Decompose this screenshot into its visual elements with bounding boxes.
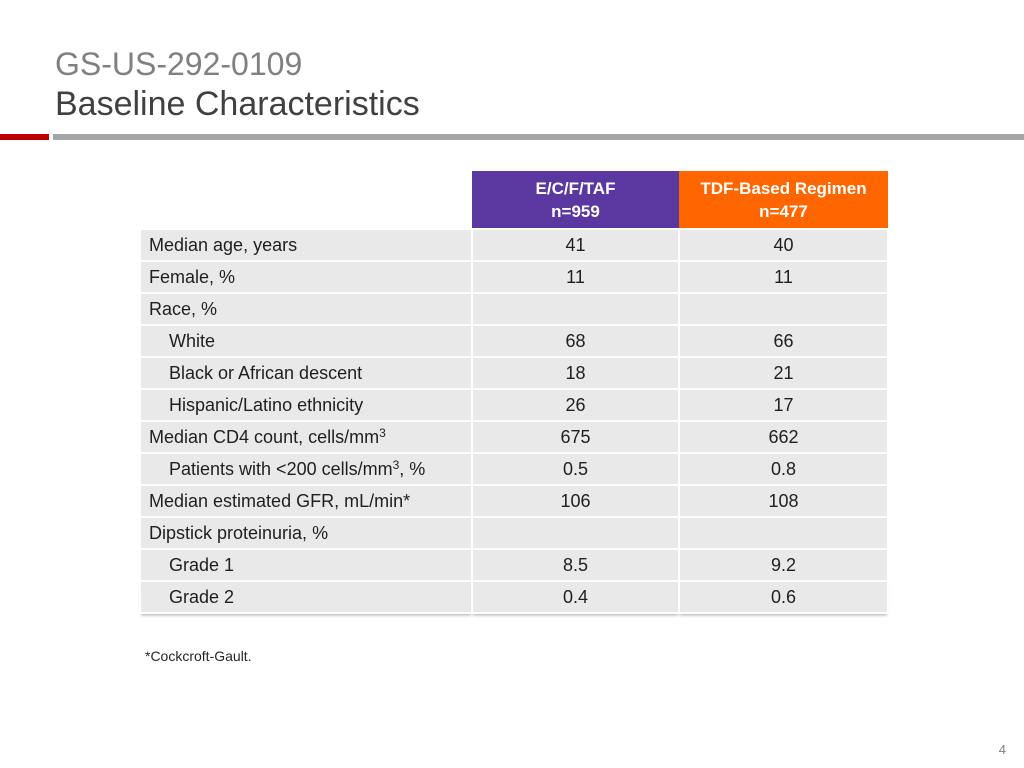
table-row: Median CD4 count, cells/mm3 675 662 — [139, 420, 889, 454]
tdf-value: 21 — [678, 356, 889, 390]
baseline-table: E/C/F/TAF n=959 TDF-Based Regimen n=477 … — [139, 171, 889, 614]
row-label: Median CD4 count, cells/mm3 — [139, 420, 473, 454]
header-blank-cell — [140, 171, 472, 229]
ecftaf-value: 68 — [471, 324, 680, 358]
title-rule-red — [0, 134, 49, 140]
table-row: Grade 1 8.5 9.2 — [139, 548, 889, 582]
tdf-value: 9.2 — [678, 548, 889, 582]
ecftaf-value — [471, 516, 680, 550]
header-tdf-regimen: TDF-Based Regimen n=477 — [679, 171, 888, 229]
table-row: Dipstick proteinuria, % — [139, 516, 889, 550]
row-label-text: Black or African descent — [169, 362, 363, 383]
ecftaf-value: 0.5 — [471, 452, 680, 486]
table-row: Grade 2 0.4 0.6 — [139, 580, 889, 614]
page-title: Baseline Characteristics — [55, 85, 420, 123]
tdf-value: 40 — [678, 228, 889, 262]
table-row: Black or African descent 18 21 — [139, 356, 889, 390]
tdf-value: 17 — [678, 388, 889, 422]
tdf-value: 66 — [678, 324, 889, 358]
row-label-suffix: , % — [399, 458, 426, 479]
ecftaf-value: 675 — [471, 420, 680, 454]
row-label-text: Median age, years — [149, 234, 298, 255]
tdf-value — [678, 516, 889, 550]
row-label-text: White — [169, 330, 216, 351]
table-row: Race, % — [139, 292, 889, 326]
page-number: 4 — [998, 742, 1006, 757]
study-id-title: GS-US-292-0109 — [55, 46, 303, 82]
tdf-value: 0.8 — [678, 452, 889, 486]
header-ecftaf-n: n=959 — [551, 201, 600, 221]
tdf-value: 0.6 — [678, 580, 889, 614]
row-label: Female, % — [139, 260, 473, 294]
ecftaf-value: 41 — [471, 228, 680, 262]
footnote: *Cockcroft-Gault. — [145, 648, 252, 664]
ecftaf-value: 26 — [471, 388, 680, 422]
row-label-superscript: 3 — [392, 457, 400, 472]
row-label: White — [139, 324, 473, 358]
row-label: Dipstick proteinuria, % — [139, 516, 473, 550]
table-row: Median age, years 41 40 — [139, 228, 889, 262]
table-body: Median age, years 41 40 Female, % 11 11 Race, … — [139, 228, 889, 614]
row-label-superscript: 3 — [379, 425, 386, 440]
ecftaf-value: 106 — [471, 484, 680, 518]
table-row: Patients with <200 cells/mm3, % 0.5 0.8 — [139, 452, 889, 486]
row-label: Grade 1 — [139, 548, 473, 582]
tdf-value: 11 — [678, 260, 889, 294]
row-label-text: Median estimated GFR, mL/min* — [149, 490, 411, 511]
header-tdf-n: n=477 — [759, 201, 808, 221]
row-label: Patients with <200 cells/mm3, % — [139, 452, 473, 486]
row-label: Black or African descent — [139, 356, 473, 390]
row-label-text: Race, % — [149, 298, 218, 319]
tdf-value: 662 — [678, 420, 889, 454]
row-label: Median age, years — [139, 228, 473, 262]
row-label: Median estimated GFR, mL/min* — [139, 484, 473, 518]
row-label-text: Grade 1 — [169, 554, 235, 575]
table-row: Median estimated GFR, mL/min* 106 108 — [139, 484, 889, 518]
ecftaf-value: 0.4 — [471, 580, 680, 614]
row-label-text: Grade 2 — [169, 586, 235, 607]
row-label: Hispanic/Latino ethnicity — [139, 388, 473, 422]
table-header-row: E/C/F/TAF n=959 TDF-Based Regimen n=477 — [140, 171, 888, 229]
row-label-text: Patients with <200 cells/mm — [169, 458, 393, 479]
header-ecftaf-name: E/C/F/TAF — [535, 178, 616, 198]
row-label-text: Female, % — [149, 266, 236, 287]
row-label-text: Dipstick proteinuria, % — [149, 522, 329, 543]
row-label-text: Median CD4 count, cells/mm — [149, 426, 380, 447]
row-label: Grade 2 — [139, 580, 473, 614]
table-row: Female, % 11 11 — [139, 260, 889, 294]
title-rule-gray — [53, 134, 1024, 140]
tdf-value: 108 — [678, 484, 889, 518]
tdf-value — [678, 292, 889, 326]
row-label: Race, % — [139, 292, 473, 326]
ecftaf-value: 18 — [471, 356, 680, 390]
ecftaf-value: 8.5 — [471, 548, 680, 582]
table-row: Hispanic/Latino ethnicity 26 17 — [139, 388, 889, 422]
table-row: White 68 66 — [139, 324, 889, 358]
ecftaf-value — [471, 292, 680, 326]
row-label-text: Hispanic/Latino ethnicity — [169, 394, 364, 415]
header-tdf-name: TDF-Based Regimen — [700, 178, 867, 198]
ecftaf-value: 11 — [471, 260, 680, 294]
header-ecftaf: E/C/F/TAF n=959 — [472, 171, 679, 229]
